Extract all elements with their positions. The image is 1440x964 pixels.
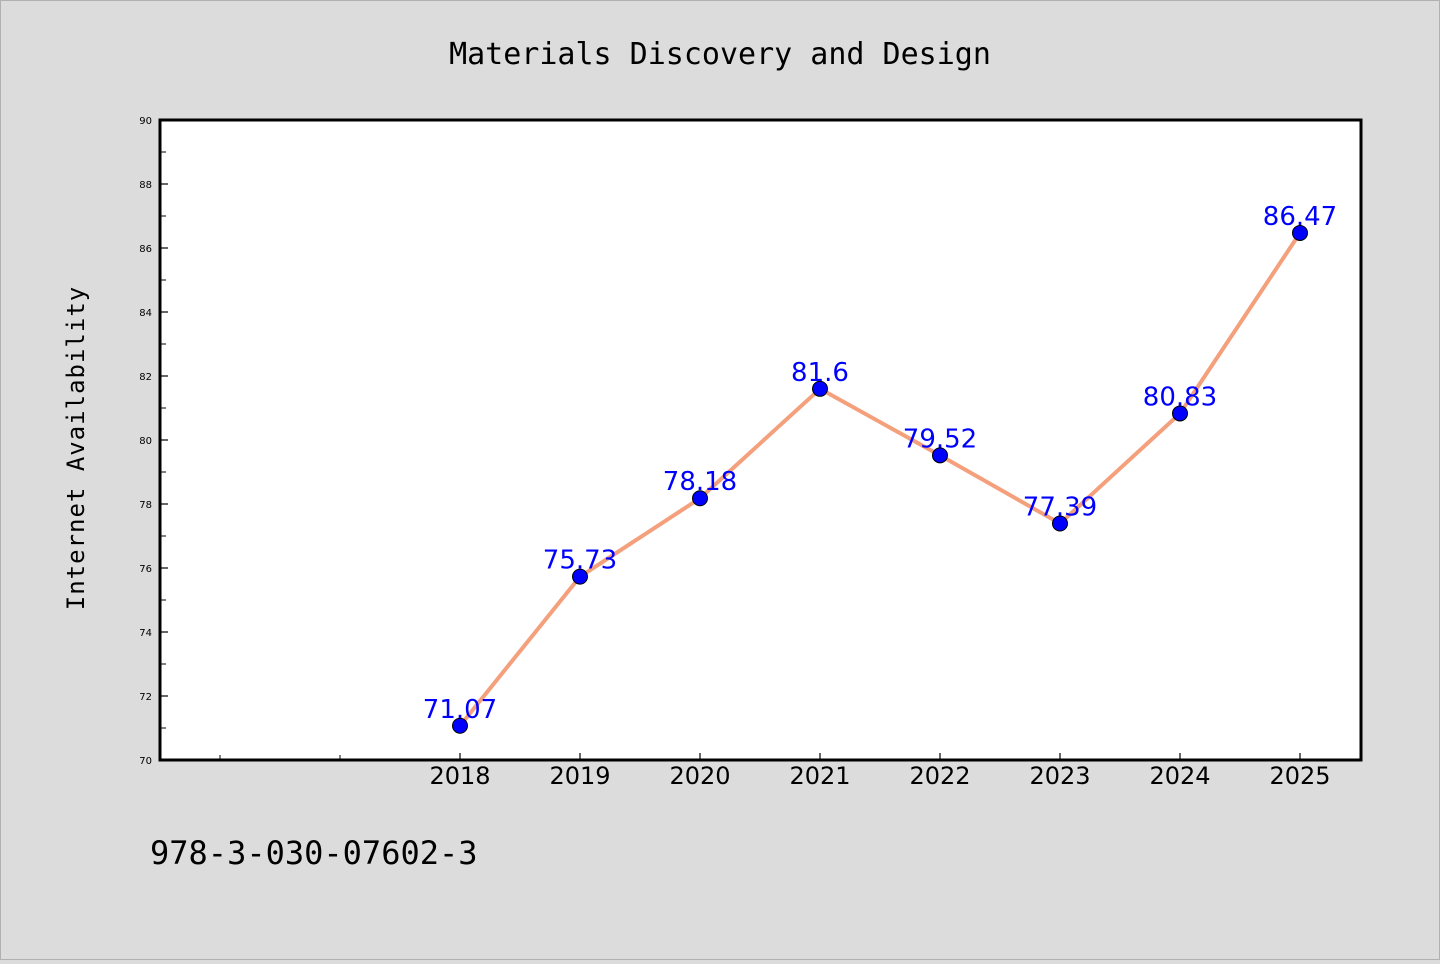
data-label: 80.83 [1143,382,1217,412]
y-tick-label: 72 [139,692,152,703]
chart-title: Materials Discovery and Design [449,37,991,72]
x-tick-label: 2023 [1029,762,1090,790]
y-tick-label: 78 [139,500,152,511]
data-point [1292,224,1308,241]
y-tick-label: 70 [139,756,152,767]
x-axis: 2018 2019 2020 2021 2022 2023 2024 2025 [219,753,1331,790]
data-label: 86.47 [1263,202,1337,232]
data-point [1052,515,1068,532]
y-axis-label: Internet Availability [62,286,90,610]
x-tick-label: 2021 [789,762,850,790]
y-tick-label: 86 [139,244,152,255]
plot-area [158,118,1363,762]
y-tick-label: 74 [139,628,152,639]
data-label: 81.6 [791,358,849,388]
x-tick-label: 2018 [429,762,490,790]
data-point [812,380,828,397]
x-tick-label: 2020 [669,762,730,790]
data-point [1172,405,1188,422]
y-tick-label: 84 [139,308,152,319]
data-label: 77.39 [1023,493,1097,523]
data-label: 71.07 [423,695,497,725]
series-line [458,231,1302,728]
x-tick-label: 2024 [1149,762,1210,790]
x-tick-label: 2022 [909,762,970,790]
x-tick-label: 2025 [1269,762,1330,790]
y-tick-label: 82 [139,372,152,383]
y-tick-label: 76 [139,564,152,575]
x-tick-label: 2019 [549,762,610,790]
data-point [452,717,468,734]
data-point [572,568,588,585]
data-label: 79.52 [903,424,977,454]
data-point [932,447,948,464]
y-tick-label: 88 [139,180,152,191]
footnote: 978-3-030-07602-3 [150,834,478,872]
y-tick-label: 90 [139,116,152,127]
series-layer: 71.07 75.73 78.18 81.6 79.52 77.39 80.83 86.47 [423,202,1337,734]
data-label: 78.18 [663,467,737,497]
data-point [692,490,708,507]
y-tick-label: 80 [139,436,152,447]
data-label: 75.73 [543,546,617,576]
y-axis: 70 72 74 76 78 80 82 84 86 88 90 [139,116,168,767]
